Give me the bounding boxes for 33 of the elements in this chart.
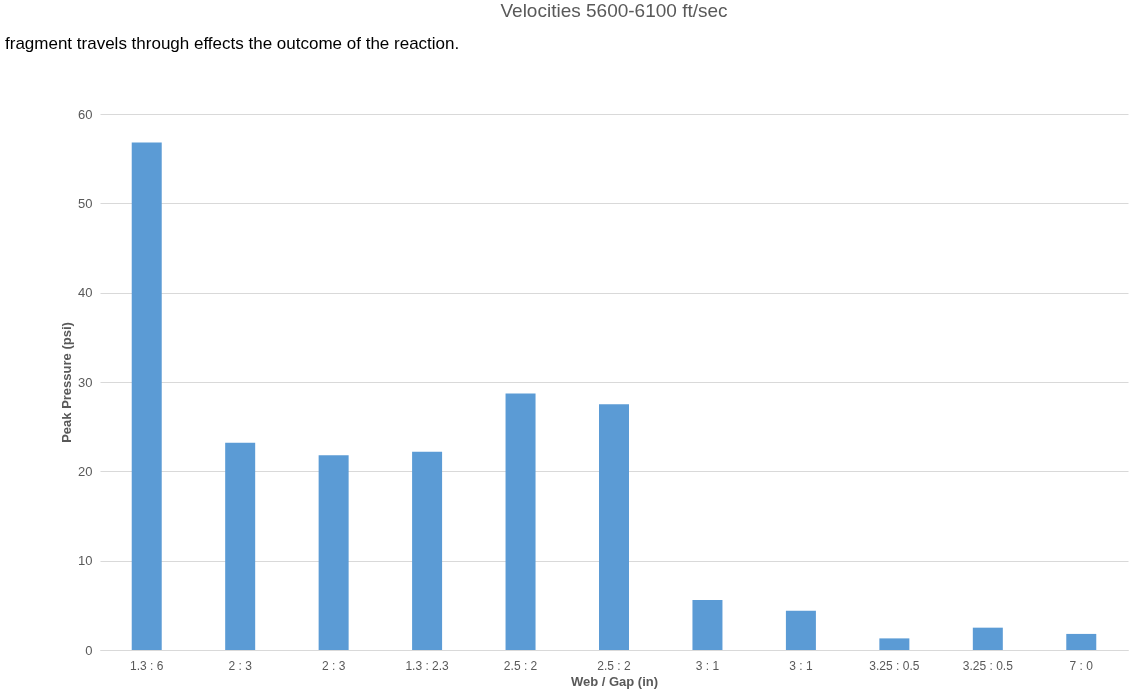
bar [692, 599, 723, 650]
x-tick-label: 2.5 : 2 [503, 658, 538, 673]
bar [1066, 633, 1097, 650]
bar [412, 451, 443, 650]
x-tick-label: 7 : 0 [1069, 658, 1094, 673]
bar [505, 393, 536, 650]
bar [318, 455, 349, 650]
x-tick-label: 2 : 3 [321, 658, 346, 673]
chart-title: Velocities 5600-6100 ft/sec [500, 0, 728, 21]
y-axis-title: Peak Pressure (psi) [59, 322, 75, 443]
x-tick-label: 3.25 : 0.5 [869, 658, 920, 673]
bar [879, 638, 910, 650]
bar [599, 404, 629, 650]
text: fragment travels through effects the outcome of the reaction. [5, 34, 460, 53]
x-tick-label: 3 : 1 [789, 658, 813, 673]
x-axis-title: Web / Gap (in) [570, 673, 659, 689]
y-tick-label: 0 [85, 642, 93, 658]
bar [785, 610, 816, 650]
bar [131, 142, 162, 650]
x-tick-label: 1.3 : 2.3 [405, 658, 450, 673]
y-tick-label: 50 [78, 195, 93, 211]
x-tick-label: 3 : 1 [695, 658, 720, 673]
y-tick-label: 60 [78, 106, 93, 122]
y-tick-label: 20 [78, 463, 93, 479]
x-tick-label: 3.25 : 0.5 [962, 658, 1014, 673]
y-tick-label: 30 [78, 374, 93, 390]
bar [972, 627, 1003, 650]
y-tick-label: 40 [78, 285, 93, 301]
bar [225, 442, 256, 650]
x-tick-label: 2.5 : 2 [597, 658, 631, 673]
x-tick-label: 2 : 3 [228, 658, 253, 673]
y-tick-label: 10 [78, 553, 93, 569]
x-tick-label: 1.3 : 6 [130, 658, 164, 673]
